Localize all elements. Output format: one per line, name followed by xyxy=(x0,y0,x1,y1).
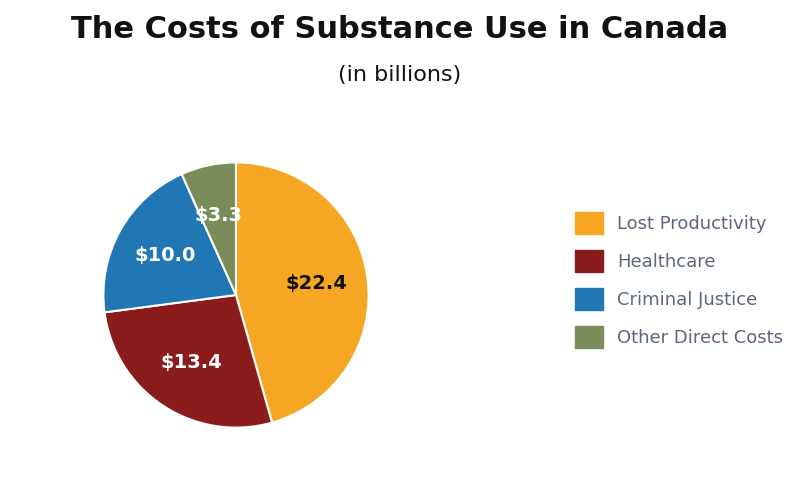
Text: $3.3: $3.3 xyxy=(195,206,243,225)
Text: (in billions): (in billions) xyxy=(338,65,462,85)
Wedge shape xyxy=(236,162,369,422)
Wedge shape xyxy=(182,162,236,295)
Text: $13.4: $13.4 xyxy=(161,354,222,372)
Legend: Lost Productivity, Healthcare, Criminal Justice, Other Direct Costs: Lost Productivity, Healthcare, Criminal … xyxy=(575,212,783,348)
Text: $22.4: $22.4 xyxy=(286,274,347,293)
Text: The Costs of Substance Use in Canada: The Costs of Substance Use in Canada xyxy=(71,15,729,44)
Wedge shape xyxy=(105,295,272,428)
Wedge shape xyxy=(103,174,236,312)
Text: $10.0: $10.0 xyxy=(134,246,196,265)
